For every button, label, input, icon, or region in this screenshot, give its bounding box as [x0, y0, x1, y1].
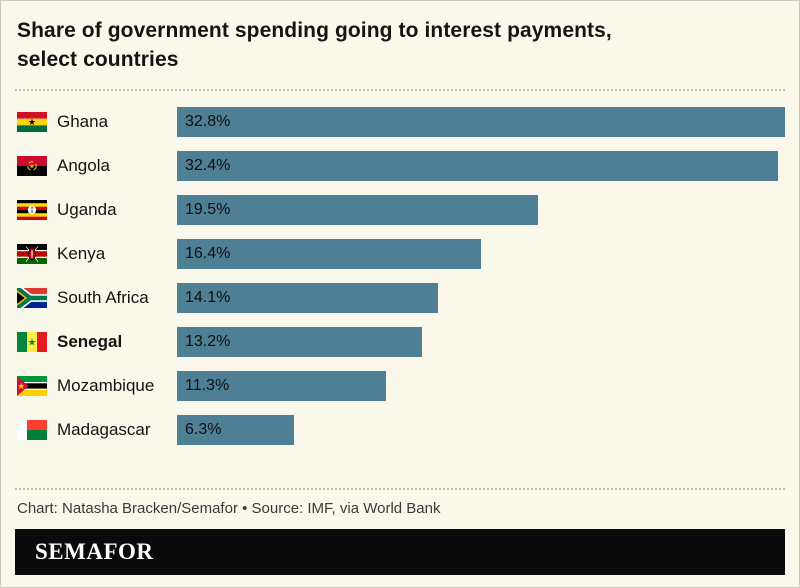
bar: 11.3% [177, 370, 387, 401]
bar-value-label: 32.8% [185, 112, 231, 130]
bar-track: 16.4% [177, 238, 785, 269]
bar-track: 11.3% [177, 370, 785, 401]
mozambique-flag-icon [17, 375, 47, 396]
bar: 6.3% [177, 414, 294, 445]
ghana-flag-icon [17, 111, 47, 132]
bar: 13.2% [177, 326, 422, 357]
bar: 19.5% [177, 194, 539, 225]
bar-value-label: 16.4% [185, 244, 231, 262]
bar-row-madagascar: Madagascar 6.3% [15, 414, 785, 445]
bar: 32.4% [177, 150, 778, 181]
country-label: Uganda [57, 199, 117, 219]
bar-row-kenya: Kenya 16.4% [15, 238, 785, 269]
bar: 14.1% [177, 282, 439, 313]
credit-divider [15, 488, 785, 490]
bar-row-senegal: Senegal 13.2% [15, 326, 785, 357]
bar-track: 32.8% [177, 106, 785, 137]
madagascar-flag-icon [17, 419, 47, 440]
country-label: Ghana [57, 111, 109, 131]
chart-credit: Chart: Natasha Bracken/Semafor • Source:… [17, 500, 441, 517]
chart-title: Share of government spending going to in… [17, 19, 612, 71]
bar-row-ghana: Ghana 32.8% [15, 106, 785, 137]
country-label: Mozambique [57, 375, 155, 395]
senegal-flag-icon [17, 331, 47, 352]
semafor-logo: SEMAFOR [35, 539, 154, 564]
bar-value-label: 19.5% [185, 200, 231, 218]
bar-value-label: 11.3% [185, 376, 230, 394]
bar-track: 13.2% [177, 326, 785, 357]
bar: 32.8% [177, 106, 785, 137]
bar-value-label: 32.4% [185, 156, 231, 174]
kenya-flag-icon [17, 243, 47, 264]
country-label: Madagascar [57, 419, 151, 439]
bar-row-south-africa: South Africa 14.1% [15, 282, 785, 313]
country-label: Senegal [57, 331, 123, 351]
bar-track: 19.5% [177, 194, 785, 225]
bar-value-label: 14.1% [185, 288, 231, 306]
country-label: South Africa [57, 287, 149, 307]
angola-flag-icon [17, 155, 47, 176]
bar-value-label: 6.3% [185, 420, 222, 438]
bar-row-uganda: Uganda 19.5% [15, 194, 785, 225]
bar-track: 14.1% [177, 282, 785, 313]
uganda-flag-icon [17, 199, 47, 220]
title-divider [15, 88, 785, 91]
bar-chart: Ghana 32.8% Angola 32.4% [15, 106, 785, 482]
bar: 16.4% [177, 238, 481, 269]
bar-row-mozambique: Mozambique 11.3% [15, 370, 785, 401]
country-label: Angola [57, 155, 110, 175]
brand-bar: SEMAFOR [15, 529, 785, 575]
bar-value-label: 13.2% [185, 332, 231, 350]
country-label: Kenya [57, 243, 106, 263]
south-africa-flag-icon [17, 287, 47, 308]
bar-track: 32.4% [177, 150, 785, 181]
bar-track: 6.3% [177, 414, 785, 445]
bar-row-angola: Angola 32.4% [15, 150, 785, 181]
